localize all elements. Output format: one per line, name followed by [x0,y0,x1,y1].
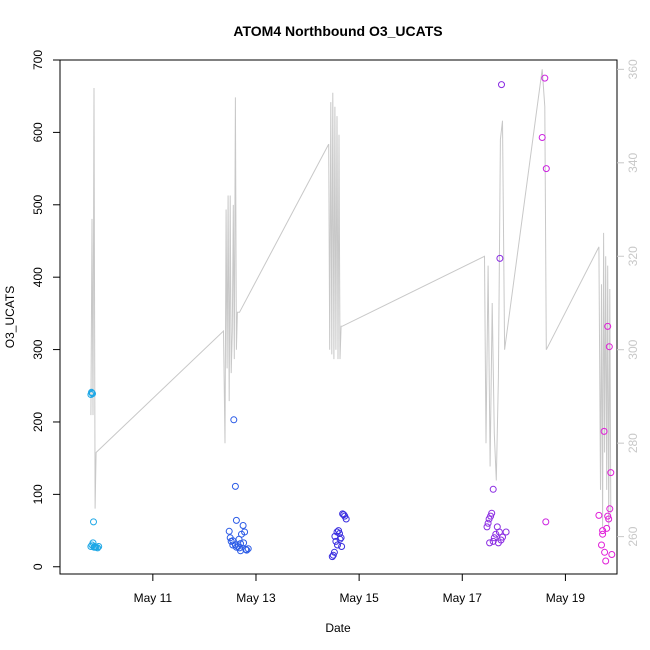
y-tick-label: 200 [31,412,45,432]
data-point [241,528,249,536]
data-point [599,527,607,535]
data-point [231,482,239,490]
x-tick-label: May 17 [443,591,483,605]
data-point [486,539,494,547]
data-point [237,547,244,555]
data-point [598,541,605,549]
x-axis: May 11 May 13 May 15 May 17 May 19 [134,574,586,605]
y-tick-label: 600 [31,122,45,142]
data-point [607,469,615,477]
y-axis-label: O3_UCATS [3,286,17,348]
data-point [502,528,510,536]
data-point [542,518,550,526]
data-point [605,343,613,351]
data-point [492,530,500,538]
y2-tick-label: 260 [626,526,640,546]
data-point [335,527,342,535]
x-tick-label: May 11 [134,591,173,605]
data-point [604,322,612,330]
data-point [602,557,610,565]
y2-tick-label: 360 [626,59,640,79]
data-point [235,535,243,543]
x-tick-label: May 19 [546,591,586,605]
series-line [90,69,612,528]
data-point [334,541,341,549]
data-point [495,528,503,536]
data-point [600,427,608,435]
data-point [541,74,549,82]
data-point [599,530,607,538]
data-point [606,505,614,513]
data-point [488,509,496,517]
data-point [229,541,237,549]
data-point [489,485,497,493]
data-point [244,545,252,553]
data-point [90,518,97,526]
y2-tick-label: 300 [626,339,640,359]
data-point [232,543,240,551]
data-point [91,543,99,551]
data-point [490,534,498,542]
x-tick-label: May 15 [339,591,379,605]
data-point [498,81,505,89]
data-point [239,522,247,529]
data-point [328,553,336,561]
data-point [89,390,96,398]
y-tick-label: 400 [31,267,45,287]
y-tick-label: 500 [31,194,45,214]
y-axis-right: 260 280 300 320 340 360 [617,59,640,547]
data-point [595,511,603,519]
data-point [336,535,344,543]
y2-tick-label: 280 [626,433,640,453]
x-tick-label: May 13 [236,591,276,605]
x-axis-label: Date [325,621,351,635]
data-point [604,512,612,520]
data-point [496,254,504,262]
data-point [330,548,338,556]
data-points [87,74,616,565]
data-point [225,527,233,535]
data-point [338,543,346,550]
chart-title: ATOM4 Northbound O3_UCATS [233,23,442,39]
y-tick-label: 300 [31,339,45,359]
data-point [232,516,240,524]
data-point [87,543,95,550]
data-point [483,523,491,531]
data-point [605,515,613,523]
y-tick-label: 100 [31,484,45,504]
data-point [237,540,244,548]
data-point [603,524,611,532]
data-point [342,515,350,523]
data-point [240,539,248,547]
data-point [332,537,340,545]
data-point [538,134,546,141]
data-point [484,519,492,527]
data-point [331,532,339,540]
data-point [601,548,609,556]
y-axis-left: 0 100 200 300 400 500 600 700 [31,50,60,570]
data-point [608,551,616,558]
y2-tick-label: 340 [626,152,640,172]
data-point [95,543,103,550]
data-point [339,510,347,518]
y2-tick-label: 320 [626,246,640,266]
data-point [542,165,550,173]
data-point [230,416,238,424]
y-tick-label: 0 [31,563,45,570]
aircraft-path-line [90,69,612,528]
y-tick-label: 700 [31,50,45,70]
data-point [499,533,506,541]
plot-frame [59,59,618,575]
